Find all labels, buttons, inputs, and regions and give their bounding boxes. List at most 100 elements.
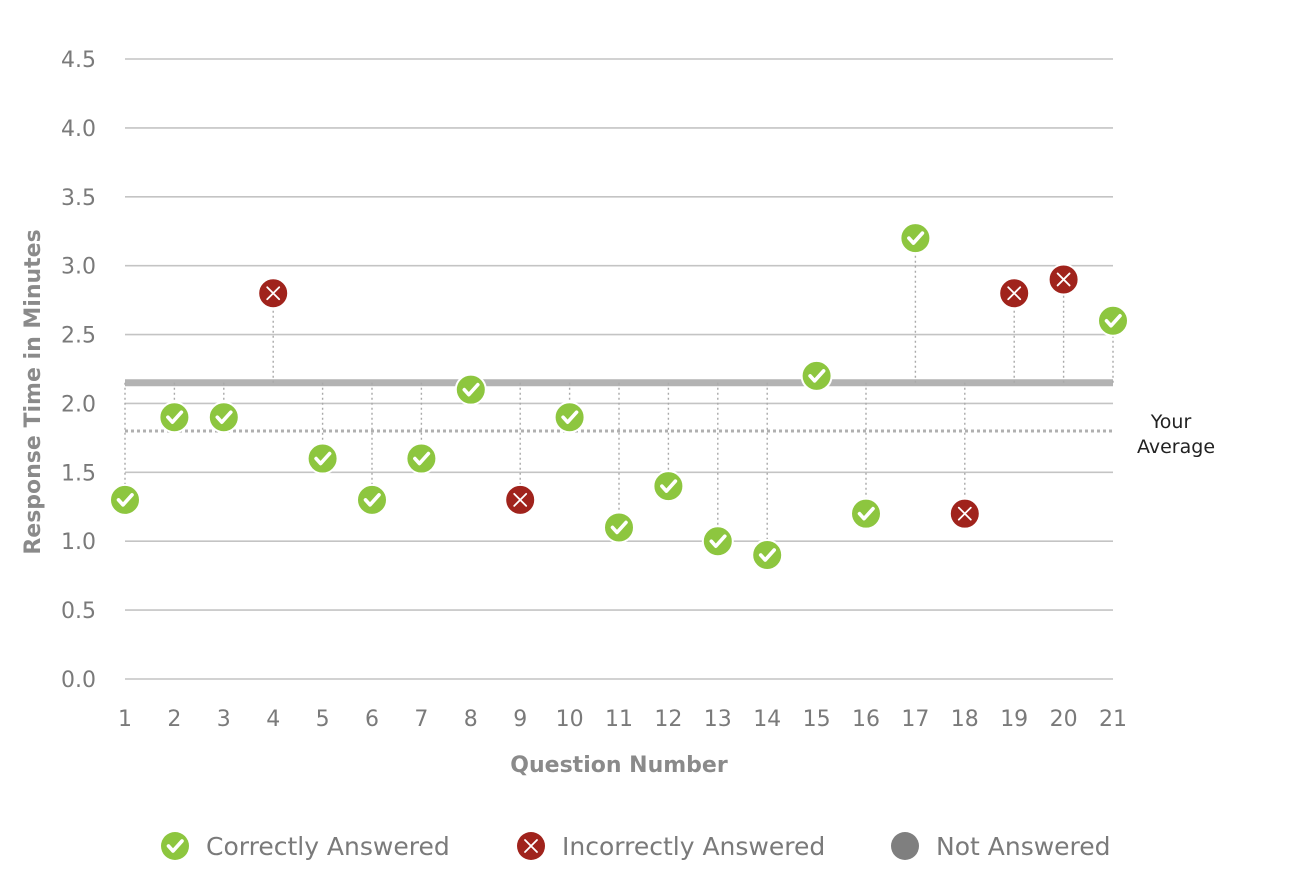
point-correct [603, 511, 635, 544]
x-tick-label: 16 [852, 707, 880, 732]
check-circle-icon [899, 222, 932, 255]
y-tick-label: 1.0 [61, 530, 96, 555]
check-circle-icon [405, 442, 438, 475]
x-tick-label: 9 [513, 707, 527, 732]
average-label-line1: Your [1150, 411, 1192, 433]
point-correct [701, 525, 734, 558]
point-incorrect [504, 483, 537, 516]
point-correct [652, 470, 685, 503]
legend-item-incorrect: Incorrectly Answered [516, 826, 825, 866]
y-tick-label: 2.0 [61, 392, 96, 417]
grid-lines [125, 58, 1113, 680]
x-tick-label: 5 [316, 707, 330, 732]
legend-item-not-answered: Not Answered [890, 826, 1111, 866]
check-circle-icon [603, 511, 635, 544]
average-label-line2: Average [1137, 436, 1215, 458]
check-circle-icon [850, 497, 882, 530]
data-points [109, 222, 1129, 571]
y-tick-label: 3.0 [61, 255, 96, 280]
check-circle-icon [454, 373, 487, 406]
check-mark [808, 369, 826, 383]
check-circle-icon [207, 401, 240, 434]
check-mark [413, 451, 431, 466]
x-tick-label: 6 [365, 707, 379, 732]
x-tick-label: 10 [556, 707, 584, 732]
x-circle-icon [517, 832, 545, 860]
point-incorrect [257, 277, 290, 310]
x-tick-label: 8 [464, 707, 478, 732]
point-correct [158, 401, 191, 434]
check-mark [166, 410, 184, 425]
y-tick-label: 4.0 [61, 117, 96, 142]
gray-circle-icon [891, 832, 919, 860]
point-incorrect [948, 497, 981, 530]
point-correct [356, 483, 388, 516]
x-mark [957, 506, 972, 521]
point-correct [454, 373, 487, 406]
check-circle-icon [701, 525, 734, 558]
point-correct [751, 539, 784, 571]
check-mark [857, 506, 875, 521]
x-mark [266, 286, 281, 301]
check-circle-icon [356, 483, 388, 516]
x-tick-label: 2 [167, 707, 181, 732]
y-tick-label: 3.5 [61, 186, 96, 211]
x-mark [513, 492, 528, 507]
point-correct [306, 442, 339, 475]
check-circle-icon [109, 483, 141, 516]
x-mark [1007, 286, 1022, 301]
check-circle-icon [306, 442, 339, 475]
check-mark [314, 451, 332, 466]
point-correct [800, 359, 833, 392]
point-correct [207, 401, 240, 434]
x-tick-label: 19 [1000, 707, 1028, 732]
point-incorrect [998, 277, 1031, 310]
check-circle-icon [1097, 304, 1129, 337]
x-tick-label: 12 [654, 707, 682, 732]
y-tick-label: 0.5 [61, 599, 96, 624]
x-tick-label: 3 [217, 707, 231, 732]
check-circle-icon [652, 470, 685, 503]
point-incorrect [1047, 263, 1080, 296]
check-mark [1104, 313, 1122, 328]
check-mark [116, 493, 134, 507]
x-tick-label: 14 [753, 707, 781, 732]
point-correct [553, 401, 586, 434]
point-correct [405, 442, 438, 475]
x-tick-label: 7 [414, 707, 428, 732]
x-tick-label: 18 [951, 707, 979, 732]
y-tick-label: 1.5 [61, 461, 96, 486]
check-circle-icon [158, 401, 191, 434]
check-circle-icon [800, 359, 833, 392]
legend-label-not-answered: Not Answered [936, 831, 1111, 861]
point-correct [899, 222, 932, 255]
x-tick-label: 21 [1099, 707, 1127, 732]
y-tick-label: 4.5 [61, 48, 96, 73]
check-circle-icon [161, 832, 189, 860]
y-tick-label: 0.0 [61, 668, 96, 693]
x-tick-label: 1 [118, 707, 132, 732]
point-correct [850, 497, 882, 530]
check-mark [561, 410, 579, 425]
x-tick-label: 20 [1050, 707, 1078, 732]
check-mark [660, 479, 678, 493]
check-circle-icon [553, 401, 586, 434]
legend-label-correct: Correctly Answered [206, 831, 450, 861]
x-tick-label: 15 [803, 707, 831, 732]
legend-label-incorrect: Incorrectly Answered [562, 831, 826, 861]
y-axis-title: Response Time in Minutes [21, 229, 46, 554]
stem-lines [124, 238, 1114, 555]
point-correct [109, 483, 141, 516]
check-circle-icon [751, 539, 784, 571]
check-mark [215, 410, 233, 425]
x-tick-labels: 1 2 3 4 5 6 7 8 9 10 11 12 13 14 15 16 17 18 19 20 21 [118, 707, 1127, 732]
check-mark [462, 382, 480, 397]
chart-legend: Correctly Answered Incorrectly Answered … [0, 826, 1292, 870]
y-tick-label: 2.5 [61, 324, 96, 349]
x-tick-label: 17 [901, 707, 929, 732]
check-mark [709, 534, 727, 549]
check-mark [363, 493, 381, 507]
legend-item-correct: Correctly Answered [160, 826, 450, 866]
x-tick-label: 13 [704, 707, 732, 732]
